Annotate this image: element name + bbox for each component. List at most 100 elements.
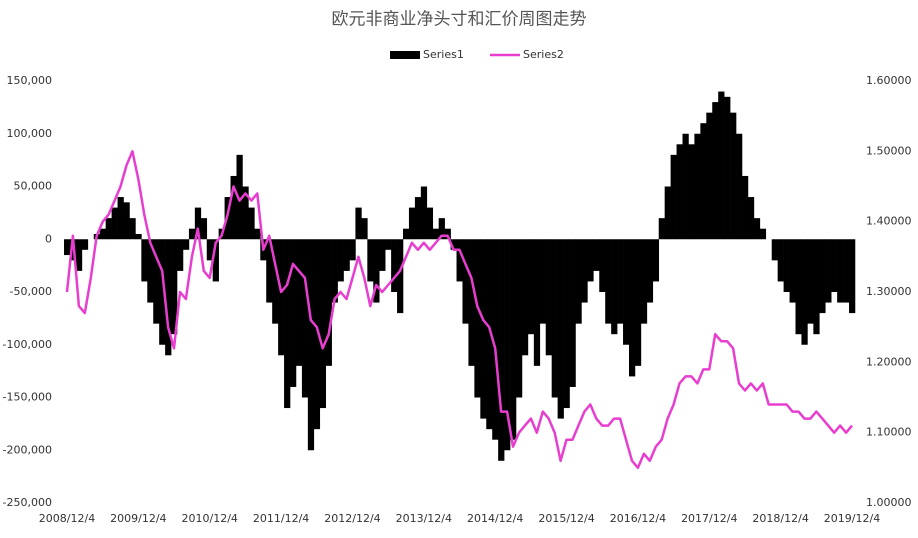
x-tick-label: 2018/12/4 (752, 512, 808, 525)
bar (724, 96, 731, 240)
bar (492, 239, 499, 440)
x-tick-label: 2010/12/4 (182, 512, 238, 525)
bar (575, 239, 582, 324)
bar (837, 239, 844, 303)
bar (343, 239, 350, 271)
legend-label: Series2 (523, 48, 564, 61)
bar (414, 197, 422, 240)
bar (533, 239, 541, 366)
bar (587, 239, 594, 282)
bar (319, 239, 326, 409)
bar (563, 239, 570, 409)
x-tick-label: 2011/12/4 (253, 512, 309, 525)
bar (408, 207, 416, 240)
bar (266, 239, 273, 303)
bar (295, 239, 303, 366)
bar (730, 112, 737, 240)
bar (747, 197, 755, 240)
bar (123, 202, 130, 240)
bar (694, 133, 701, 240)
bar (569, 239, 576, 387)
bar (111, 207, 118, 240)
bar (605, 239, 612, 324)
bar (807, 239, 814, 324)
bar (557, 239, 564, 419)
bar (664, 186, 671, 240)
bar (623, 239, 630, 345)
bar (81, 239, 89, 250)
legend-marker (390, 51, 420, 59)
bar (230, 175, 237, 240)
bar (462, 239, 469, 324)
bar (147, 239, 154, 303)
bar (313, 239, 321, 430)
bar (521, 239, 529, 356)
bar (801, 239, 808, 345)
bar (688, 144, 695, 240)
bar (290, 239, 297, 387)
bar (349, 239, 356, 261)
y2-tick-label: 1.30000 (866, 285, 912, 298)
bar (165, 239, 172, 356)
bar (177, 239, 184, 271)
y2-tick-label: 1.40000 (866, 215, 912, 228)
bar (444, 228, 451, 240)
bar (141, 239, 148, 282)
bar (117, 197, 124, 240)
bar (206, 239, 214, 261)
bar (676, 144, 683, 240)
bar (712, 102, 719, 240)
bar (599, 239, 606, 292)
bar (355, 207, 362, 240)
x-tick-label: 2015/12/4 (538, 512, 594, 525)
bar (397, 239, 404, 314)
bar (361, 218, 368, 240)
y-tick-label: 100,000 (7, 127, 53, 140)
bar (236, 154, 243, 240)
bar (474, 239, 481, 398)
bar (682, 133, 689, 240)
y2-tick-label: 1.20000 (866, 355, 912, 368)
bar (385, 239, 392, 250)
y-tick-label: -50,000 (10, 285, 52, 298)
bar (367, 239, 374, 282)
bar (843, 239, 850, 303)
bar (278, 239, 285, 356)
bar (480, 239, 487, 419)
chart-title: 欧元非商业净头寸和汇价周图走势 (332, 10, 587, 30)
bar (700, 123, 707, 240)
y-tick-label: 0 (45, 232, 52, 245)
bar (753, 218, 761, 240)
bar (539, 239, 547, 324)
bar (242, 186, 249, 240)
bar (628, 239, 636, 377)
bar (135, 233, 142, 240)
bar (593, 239, 600, 271)
bar (759, 228, 767, 240)
y2-tick-label: 1.00000 (866, 496, 912, 509)
bar (99, 228, 106, 240)
bar (64, 239, 71, 256)
bar (194, 207, 202, 240)
x-tick-label: 2017/12/4 (681, 512, 737, 525)
bar (771, 239, 778, 261)
bar (432, 228, 439, 240)
bar (75, 239, 83, 271)
y-tick-label: 150,000 (7, 74, 53, 87)
bar (640, 239, 648, 324)
bar (331, 239, 338, 303)
bar (450, 239, 457, 250)
bar (403, 228, 410, 240)
bar (105, 218, 112, 240)
bar (789, 239, 796, 303)
y-tick-label: -250,000 (3, 496, 52, 509)
bar (777, 239, 784, 282)
x-tick-label: 2012/12/4 (324, 512, 380, 525)
bar (182, 239, 190, 250)
bar (646, 239, 654, 303)
bar (159, 239, 166, 345)
bar (188, 228, 196, 240)
bar (200, 218, 208, 240)
bar (391, 239, 398, 292)
bar (325, 239, 332, 366)
